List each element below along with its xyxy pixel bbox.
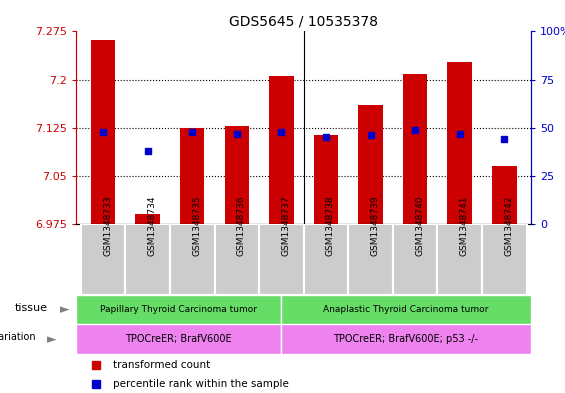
Bar (492, 166, 516, 224)
Bar (170, 224, 215, 295)
Text: GSM1348740: GSM1348740 (415, 196, 424, 256)
Bar (281, 324, 531, 354)
Text: Papillary Thyroid Carcinoma tumor: Papillary Thyroid Carcinoma tumor (100, 305, 257, 314)
Text: transformed count: transformed count (113, 360, 210, 370)
Text: GSM1348734: GSM1348734 (147, 196, 157, 256)
Bar (393, 224, 437, 295)
Text: ►: ► (59, 303, 69, 317)
Title: GDS5645 / 10535378: GDS5645 / 10535378 (229, 15, 378, 29)
Bar (76, 324, 281, 354)
Bar (76, 295, 281, 324)
Bar (224, 126, 249, 224)
Bar (304, 224, 348, 295)
Bar (180, 128, 205, 224)
Text: Anaplastic Thyroid Carcinoma tumor: Anaplastic Thyroid Carcinoma tumor (323, 305, 489, 314)
Bar (358, 105, 383, 224)
Bar (314, 136, 338, 224)
Bar (437, 224, 482, 295)
Text: GSM1348738: GSM1348738 (326, 196, 335, 257)
Bar (281, 295, 531, 324)
Bar (215, 224, 259, 295)
Text: TPOCreER; BrafV600E: TPOCreER; BrafV600E (125, 334, 232, 344)
Text: GSM1348733: GSM1348733 (103, 196, 112, 257)
Text: percentile rank within the sample: percentile rank within the sample (113, 379, 289, 389)
Bar (447, 62, 472, 224)
Bar (348, 224, 393, 295)
Text: GSM1348741: GSM1348741 (460, 196, 469, 256)
Bar (91, 40, 115, 224)
Text: genotype/variation: genotype/variation (0, 332, 37, 342)
Text: GSM1348737: GSM1348737 (281, 196, 290, 257)
Bar (136, 214, 160, 224)
Text: ►: ► (47, 333, 57, 346)
Text: GSM1348735: GSM1348735 (192, 196, 201, 257)
Bar (81, 224, 125, 295)
Text: GSM1348736: GSM1348736 (237, 196, 246, 257)
Text: GSM1348742: GSM1348742 (505, 196, 514, 256)
Bar (482, 224, 527, 295)
Text: TPOCreER; BrafV600E; p53 -/-: TPOCreER; BrafV600E; p53 -/- (333, 334, 479, 344)
Text: GSM1348739: GSM1348739 (371, 196, 380, 257)
Bar (259, 224, 304, 295)
Bar (403, 74, 428, 224)
Bar (269, 76, 294, 224)
Bar (125, 224, 170, 295)
Text: tissue: tissue (14, 303, 47, 313)
